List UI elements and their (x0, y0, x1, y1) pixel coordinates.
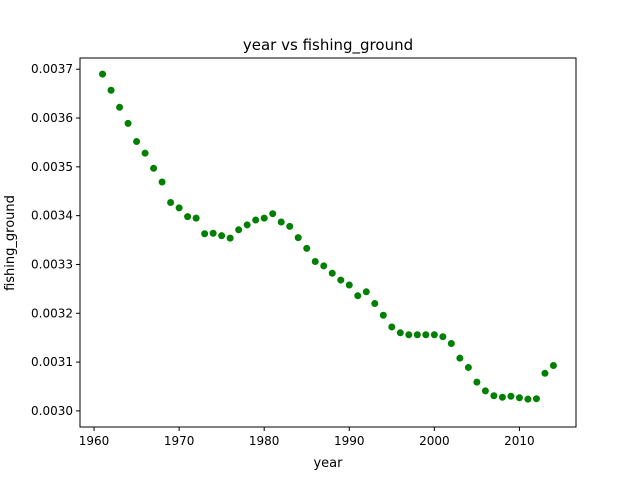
x-tick-label: 2010 (504, 434, 535, 448)
x-tick-label: 2000 (419, 434, 450, 448)
data-point (345, 281, 353, 289)
x-tick-label: 1960 (79, 434, 110, 448)
data-point (243, 221, 251, 229)
data-point (371, 300, 379, 308)
data-point (515, 394, 523, 402)
y-tick-label: 0.0034 (31, 209, 73, 223)
data-point (541, 369, 549, 377)
x-tick-label: 1970 (164, 434, 195, 448)
data-point (413, 331, 421, 339)
y-tick-label: 0.0033 (31, 257, 73, 271)
data-point (320, 262, 328, 270)
data-point (235, 226, 243, 234)
data-point (507, 392, 515, 400)
data-point (277, 218, 285, 226)
data-point (201, 230, 209, 238)
data-point (175, 204, 183, 212)
data-point (354, 292, 362, 300)
plot-frame (79, 57, 577, 428)
data-point (524, 395, 532, 403)
data-points (99, 70, 557, 403)
data-point (150, 164, 158, 172)
data-point (184, 213, 192, 221)
data-point (311, 258, 319, 266)
y-tick-label: 0.0032 (31, 306, 73, 320)
data-point (226, 234, 234, 242)
data-point (337, 276, 345, 284)
data-point (269, 210, 277, 218)
data-point (116, 103, 124, 111)
data-point (473, 378, 481, 386)
data-point (192, 214, 200, 222)
y-tick-label: 0.0031 (31, 355, 73, 369)
data-point (405, 331, 413, 339)
data-point (481, 387, 489, 395)
data-point (303, 244, 311, 252)
data-point (362, 288, 370, 296)
data-point (388, 323, 396, 331)
data-point (133, 137, 141, 145)
data-point (430, 331, 438, 339)
data-point (286, 222, 294, 230)
data-point (456, 354, 464, 362)
data-point (260, 214, 268, 222)
x-axis-label: year (313, 456, 343, 471)
data-point (124, 119, 132, 127)
data-point (396, 329, 404, 337)
y-axis-ticks: 0.0030 0.0031 0.0032 0.0033 0.0034 0.0035 0.00… (31, 62, 80, 418)
data-point (422, 331, 430, 339)
y-tick-label: 0.0037 (31, 62, 73, 76)
data-point (167, 198, 175, 206)
data-point (252, 216, 260, 224)
data-point (107, 86, 115, 94)
data-point (158, 178, 166, 186)
data-point (218, 232, 226, 240)
y-tick-label: 0.0035 (31, 160, 73, 174)
y-tick-label: 0.0036 (31, 111, 73, 125)
x-axis-ticks: 1960 1970 1980 1990 2000 2010 (79, 427, 535, 448)
data-point (532, 395, 540, 403)
data-point (447, 340, 455, 348)
x-tick-label: 1980 (249, 434, 280, 448)
data-point (549, 362, 557, 369)
data-point (294, 234, 302, 242)
data-point (490, 392, 498, 400)
data-point (498, 393, 506, 401)
chart-title: year vs fishing_ground (243, 36, 413, 55)
data-point (439, 333, 447, 341)
data-point (209, 229, 217, 237)
data-point (141, 149, 149, 157)
data-point (328, 269, 336, 277)
data-point (99, 70, 107, 78)
data-point (379, 311, 387, 319)
y-axis-label: fishing_ground (3, 195, 18, 291)
x-tick-label: 1990 (334, 434, 365, 448)
data-point (464, 363, 472, 371)
y-tick-label: 0.0030 (31, 404, 73, 418)
